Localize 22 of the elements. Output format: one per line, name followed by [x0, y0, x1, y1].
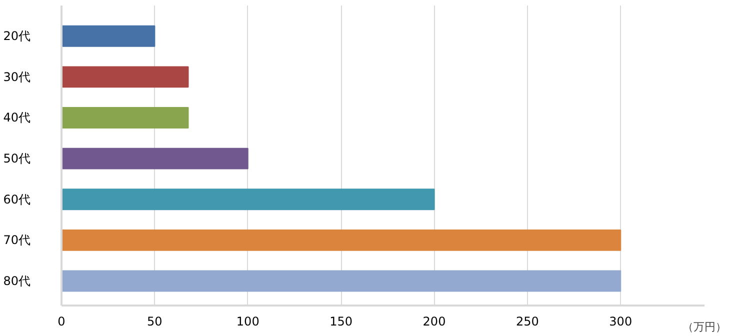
bar	[62, 229, 622, 251]
y-tick-label: 80代	[3, 274, 31, 288]
x-tick-label: 200	[422, 314, 446, 328]
x-axis-title: （万円）	[682, 320, 726, 334]
y-tick-label: 20代	[3, 29, 31, 44]
bar	[62, 107, 189, 128]
y-tick-label: 70代	[3, 233, 31, 248]
y-tick-label: 60代	[3, 192, 31, 206]
y-tick-label: 50代	[3, 152, 31, 166]
bar	[62, 66, 189, 88]
bar	[62, 148, 248, 170]
x-tick-label: 300	[609, 314, 632, 328]
x-tick-label: 250	[516, 314, 539, 328]
y-tick-label: 40代	[3, 110, 31, 125]
x-tick-label: 0	[58, 314, 66, 328]
bar	[62, 270, 622, 292]
x-tick-label: 150	[330, 314, 353, 328]
bar	[62, 25, 156, 47]
x-tick-label: 100	[236, 314, 260, 328]
bar	[62, 188, 435, 210]
x-tick-label: 50	[147, 314, 162, 328]
y-tick-label: 30代	[3, 70, 31, 84]
